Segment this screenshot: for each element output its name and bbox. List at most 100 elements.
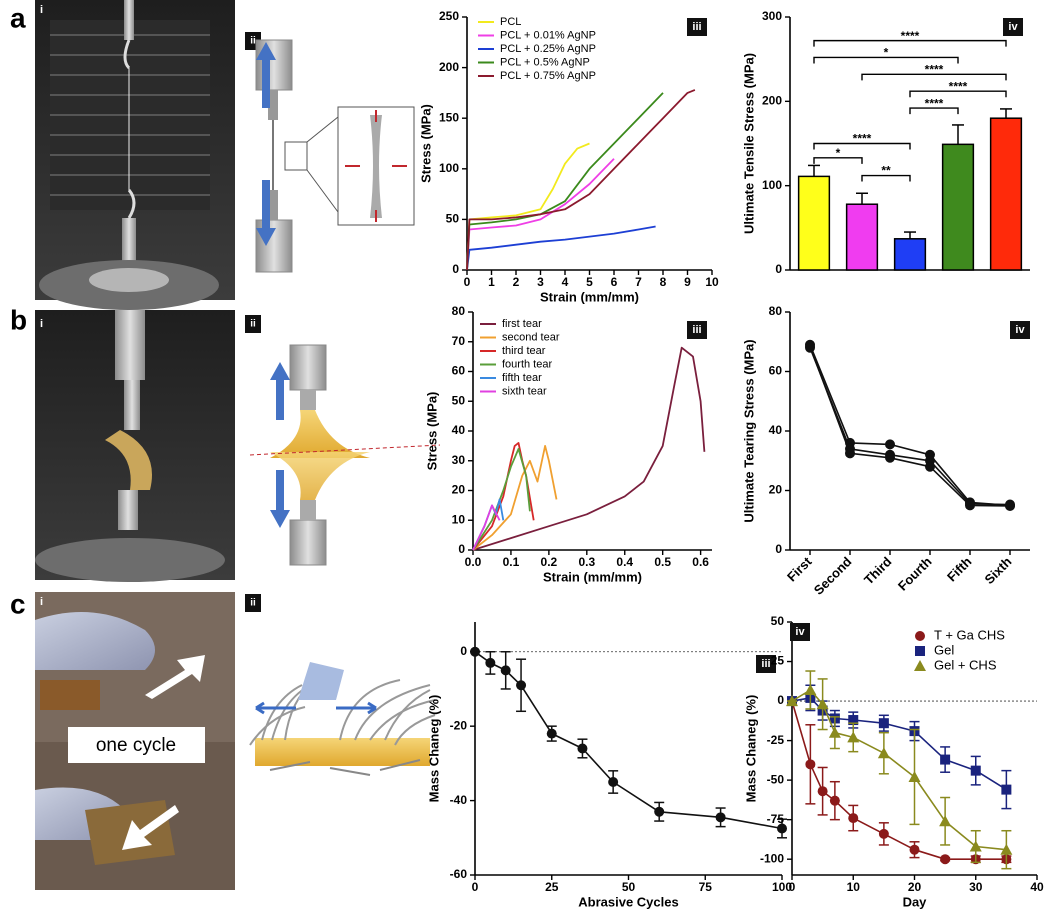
panel-letter: b [10, 304, 27, 335]
legend-label: Gel [934, 642, 954, 657]
x-tick-label: 10 [847, 880, 861, 894]
panel-label: iv [795, 626, 805, 638]
data-point [805, 759, 816, 770]
x-tick-label: 10 [705, 275, 719, 289]
significance-label: **** [853, 132, 872, 146]
y-axis-label: Ultimate Tearing Stress (MPa) [741, 339, 756, 522]
data-point [608, 776, 619, 787]
data-point [654, 806, 665, 817]
y-tick-label: -20 [450, 718, 468, 732]
legend-label: T + Ga CHS [934, 627, 1005, 642]
y-tick-label: 70 [452, 334, 466, 348]
x-tick-label: 0.4 [616, 555, 633, 569]
x-tick-label: 0.5 [654, 555, 671, 569]
y-axis-label: Mass Chaneg (%) [426, 695, 441, 803]
data-point [1005, 500, 1015, 511]
x-tick-label: 40 [1030, 880, 1044, 894]
y-tick-label: 0 [460, 644, 467, 658]
data-point [577, 743, 588, 754]
y-tick-label: 250 [439, 9, 459, 23]
series-line [809, 347, 1011, 506]
series-line [791, 697, 1007, 791]
series-line [472, 445, 558, 551]
data-point [885, 439, 895, 450]
x-tick-label: 0 [789, 880, 796, 894]
panel-label-box [687, 321, 707, 339]
photo-tensile: i [35, 0, 235, 310]
legend-label: PCL + 0.25% AgNP [500, 43, 596, 55]
y-tick-label: 0 [458, 542, 465, 556]
x-tick-label: 6 [611, 275, 618, 289]
legend-symbol [914, 660, 926, 671]
series-line [809, 344, 1011, 507]
series-line [472, 448, 531, 551]
legend-label: PCL [500, 16, 521, 28]
data-point [829, 795, 840, 806]
y-tick-label: 25 [771, 654, 785, 668]
y-tick-label: 0 [775, 542, 782, 556]
y-tick-label: -75 [767, 812, 785, 826]
x-tick-label: 9 [684, 275, 691, 289]
sub-label: ii [250, 598, 256, 609]
legend-label: fourth tear [502, 358, 552, 370]
significance-label: ** [881, 164, 891, 178]
significance-label: **** [925, 63, 944, 77]
x-tick-label: Second [811, 554, 855, 598]
photo-tear: i [35, 310, 235, 582]
data-point [965, 500, 975, 511]
y-tick-label: 200 [439, 60, 459, 74]
series-line [791, 689, 1007, 851]
y-tick-label: 50 [446, 212, 460, 226]
data-point [786, 695, 798, 707]
significance-label: * [884, 46, 889, 60]
data-point [885, 452, 895, 463]
photo-abrasion: one cycle i [35, 592, 235, 890]
x-tick-label: 0.0 [465, 555, 482, 569]
sub-label: i [40, 4, 43, 16]
x-tick-label: 0 [464, 275, 471, 289]
data-point [715, 812, 726, 823]
y-tick-label: 300 [762, 9, 782, 23]
y-axis-label: Mass Chaneg (%) [743, 695, 758, 803]
significance-bracket [861, 73, 1007, 81]
x-tick-label: Sixth [981, 554, 1014, 587]
x-tick-label: 0 [472, 880, 479, 894]
x-axis-label: Strain (mm/mm) [543, 569, 642, 584]
panel-label: iii [761, 658, 770, 670]
legend-symbol [915, 631, 925, 641]
series-line [466, 142, 590, 271]
sub-label: i [40, 318, 43, 330]
x-tick-label: Fifth [944, 554, 975, 585]
panel-label-box [790, 623, 810, 641]
data-point [908, 770, 921, 782]
data-point [925, 461, 935, 472]
y-tick-label: 80 [769, 304, 783, 318]
caption: one cycle [96, 735, 176, 756]
significance-bracket [909, 90, 1007, 98]
x-tick-label: 50 [622, 880, 636, 894]
y-axis-label: Stress (MPa) [424, 392, 439, 471]
y-tick-label: 20 [452, 483, 466, 497]
y-tick-label: -25 [767, 733, 785, 747]
significance-label: **** [901, 29, 920, 43]
x-tick-label: 7 [635, 275, 642, 289]
panel-label-box [756, 655, 776, 673]
x-tick-label: 1 [488, 275, 495, 289]
bar [797, 175, 831, 271]
data-point [804, 683, 817, 695]
y-tick-label: -100 [760, 851, 784, 865]
x-tick-label: 8 [660, 275, 667, 289]
x-tick-label: 30 [969, 880, 983, 894]
x-tick-label: 2 [513, 275, 520, 289]
data-point [845, 448, 855, 459]
x-tick-label: Third [861, 554, 895, 588]
significance-bracket [909, 107, 959, 115]
data-point [470, 646, 480, 657]
x-axis-label: Day [903, 894, 928, 909]
series-line [474, 651, 783, 830]
y-tick-label: 10 [452, 512, 466, 526]
x-tick-label: 3 [537, 275, 544, 289]
x-tick-label: 75 [699, 880, 713, 894]
series-line [466, 89, 696, 271]
significance-bracket [813, 157, 863, 164]
